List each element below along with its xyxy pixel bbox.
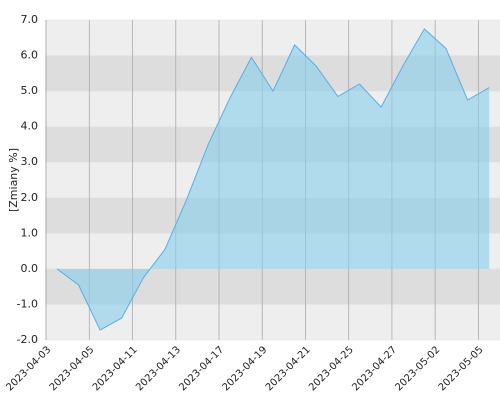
y-tick-label: 1.0 — [21, 226, 39, 239]
y-tick-label: 5.0 — [21, 84, 39, 97]
line — [56, 28, 490, 331]
x-tick-label: 2023-04-27 — [350, 344, 399, 393]
x-tick-label: 2023-04-25 — [307, 344, 356, 393]
y-tick-label: 2.0 — [21, 191, 39, 204]
x-tick-label: 2023-04-05 — [48, 344, 97, 393]
x-tick-label: 2023-04-13 — [134, 344, 183, 393]
area — [56, 28, 490, 331]
y-tick-label: 7.0 — [21, 13, 39, 26]
y-tick-label: -2.0 — [17, 333, 38, 346]
y-tick-label: 0.0 — [21, 262, 39, 275]
y-axis-label: [Zmiany %] — [7, 148, 20, 212]
y-tick-label: 3.0 — [21, 155, 39, 168]
y-tick-label: 4.0 — [21, 120, 39, 133]
x-tick-label: 2023-04-19 — [221, 344, 270, 393]
y-tick-label: 6.0 — [21, 49, 39, 62]
x-tick-label: 2023-04-21 — [264, 344, 313, 393]
x-tick-label: 2023-05-05 — [437, 344, 486, 393]
x-tick-label: 2023-04-03 — [4, 344, 53, 393]
x-tick-label: 2023-04-11 — [91, 344, 140, 393]
x-tick-label: 2023-04-17 — [177, 344, 226, 393]
x-tick-label: 2023-05-02 — [394, 344, 443, 393]
y-tick-label: -1.0 — [17, 297, 38, 310]
